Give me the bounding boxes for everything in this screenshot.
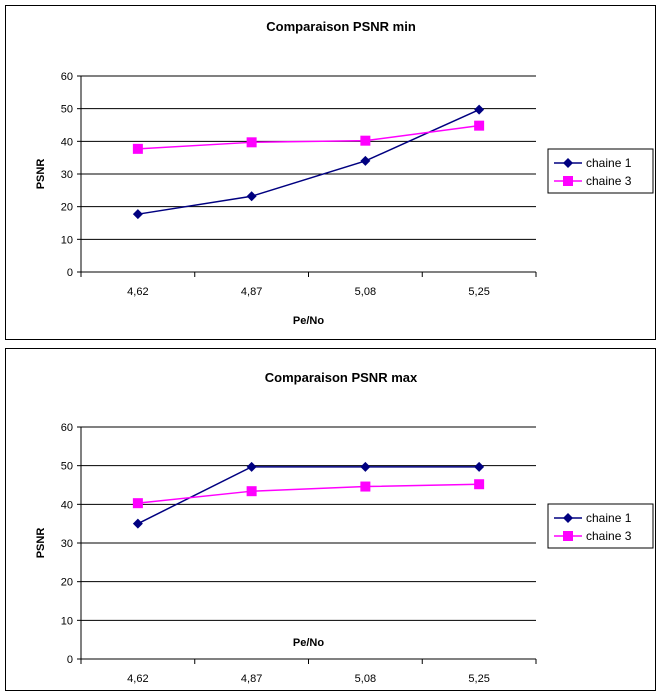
legend-marker [563, 176, 573, 186]
x-tick-label: 4,62 [127, 673, 148, 685]
data-point [474, 104, 485, 115]
data-point [474, 479, 485, 490]
x-tick-label: 5,08 [355, 286, 376, 298]
legend-marker [563, 513, 573, 523]
y-axis-title: PSNR [35, 159, 47, 190]
series-line [137, 124, 480, 150]
chart-title: Comparaison PSNR min [266, 19, 416, 34]
data-point [132, 209, 143, 220]
y-axis-title: PSNR [35, 528, 47, 559]
legend-marker [563, 531, 573, 541]
x-axis-title: Pe/No [293, 637, 324, 649]
series-line [137, 466, 480, 525]
data-point [132, 498, 143, 509]
chart-title: Comparaison PSNR max [265, 370, 418, 385]
y-tick-label: 0 [67, 267, 73, 279]
data-point [246, 137, 257, 148]
chart-psnr-max-svg: Comparaison PSNR max 0 10 20 30 40 50 60 4,62 4,8… [35, 370, 654, 685]
y-tick-label: 20 [61, 577, 73, 589]
data-point [360, 135, 371, 146]
y-tick-label: 20 [61, 202, 73, 214]
data-point [474, 461, 485, 472]
x-tick-label: 4,87 [241, 286, 262, 298]
legend-label: chaine 3 [586, 174, 632, 188]
y-tick-label: 60 [61, 71, 73, 83]
y-tick-label: 60 [61, 422, 73, 434]
legend-marker [563, 158, 573, 168]
y-tick-label: 50 [61, 461, 73, 473]
data-point [360, 155, 371, 166]
y-tick-label: 50 [61, 104, 73, 116]
series-line [137, 483, 480, 504]
y-tick-label: 30 [61, 538, 73, 550]
data-point [246, 486, 257, 497]
x-tick-label: 5,25 [468, 286, 489, 298]
data-point [246, 191, 257, 202]
x-tick-label: 4,62 [127, 286, 148, 298]
chart-psnr-min-svg: Comparaison PSNR min 0 10 20 30 40 50 60 4,62 4,8… [35, 19, 654, 327]
x-axis-title: Pe/No [293, 315, 324, 327]
chart-psnr-max: Comparaison PSNR max 0 10 20 30 40 50 60 4,62 4,8… [5, 348, 656, 691]
data-point [360, 481, 371, 492]
x-tick-label: 4,87 [241, 673, 262, 685]
data-point [132, 143, 143, 154]
legend-label: chaine 1 [586, 511, 632, 525]
y-tick-label: 40 [61, 499, 73, 511]
data-point [474, 120, 485, 131]
x-tick-label: 5,08 [355, 673, 376, 685]
series-line [137, 108, 480, 215]
y-tick-label: 10 [61, 615, 73, 627]
legend-label: chaine 1 [586, 156, 632, 170]
data-point [246, 461, 257, 472]
data-point [132, 518, 143, 529]
y-tick-label: 10 [61, 234, 73, 246]
chart-psnr-min: Comparaison PSNR min 0 10 20 30 40 50 60 4,62 4,8… [5, 5, 656, 340]
y-tick-label: 30 [61, 169, 73, 181]
y-tick-label: 0 [67, 654, 73, 666]
data-point [360, 461, 371, 472]
x-tick-label: 5,25 [468, 673, 489, 685]
legend-label: chaine 3 [586, 529, 632, 543]
y-tick-label: 40 [61, 136, 73, 148]
